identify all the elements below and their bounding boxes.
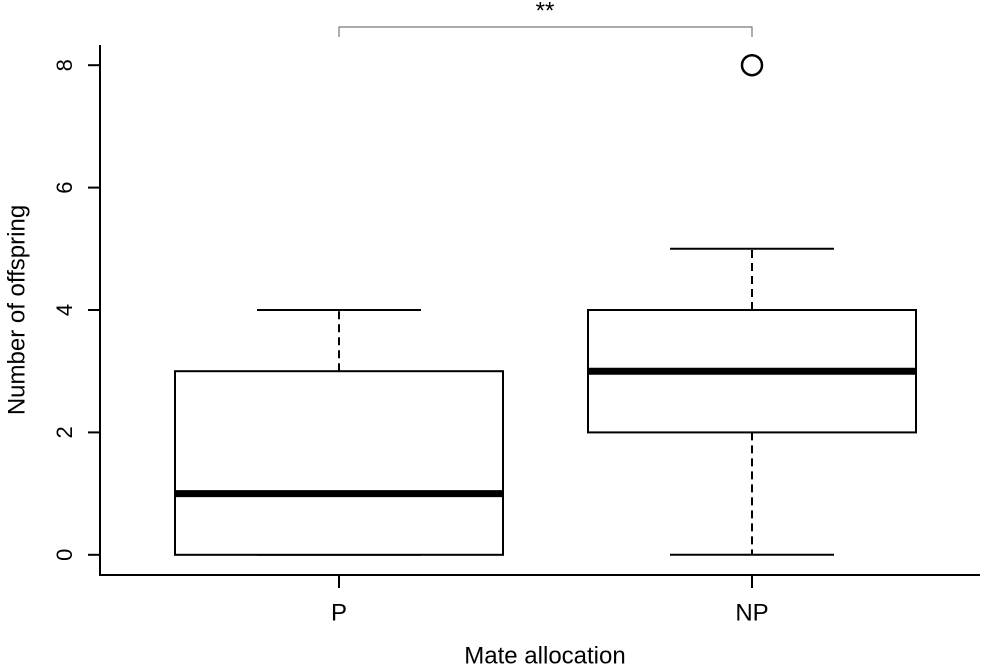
significance-label: **: [536, 0, 555, 24]
y-axis-title: Number of offspring: [3, 205, 30, 415]
x-axis-title: Mate allocation: [464, 642, 625, 669]
y-tick-label: 6: [52, 181, 77, 193]
box: [174, 370, 504, 556]
y-tick-label: 2: [52, 426, 77, 438]
x-tick-label: P: [331, 599, 347, 626]
significance-bracket: [338, 26, 753, 37]
outlier: [740, 53, 764, 77]
y-tick-label: 4: [52, 304, 77, 316]
x-tick-label: NP: [735, 599, 768, 626]
y-tick-label: 0: [52, 549, 77, 561]
y-tick-label: 8: [52, 59, 77, 71]
